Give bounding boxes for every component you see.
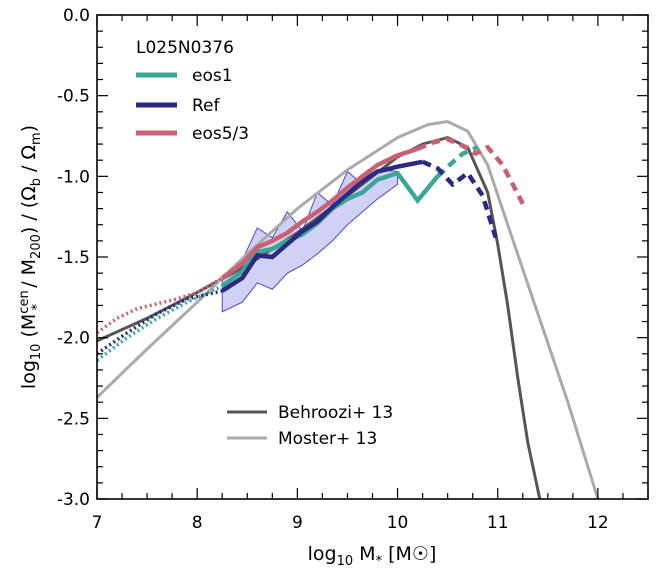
y-tick-label: -3.0 (57, 490, 90, 510)
series-moster-13 (97, 119, 600, 499)
legend-label-moster: Moster+ 13 (278, 429, 377, 449)
legend-label-eos53: eos5/3 (192, 124, 249, 144)
legend-label-ref: Ref (192, 96, 221, 116)
legend-top: L025N0376 eos1 Ref eos5/3 (136, 38, 249, 144)
y-tick-label: -1.5 (57, 248, 90, 268)
x-tick-label: 7 (92, 513, 103, 533)
series-ref-dashed (421, 159, 498, 239)
series-ref (220, 159, 424, 293)
axis-ticks: 7 8 9 10 11 12 0.0 -0.5 -1.0 -1.5 -2.0 -2.5 -3.0 (57, 6, 649, 533)
series-eos5-3 (220, 146, 419, 280)
y-tick-label: -1.0 (57, 167, 90, 187)
x-tick-label: 10 (387, 513, 409, 533)
y-tick-label: 0.0 (63, 6, 90, 26)
x-tick-label: 9 (292, 513, 303, 533)
y-tick-label: -2.5 (57, 409, 90, 429)
x-axis-title: log10 M* [M☉] (308, 543, 437, 569)
series-eos5-3-dashed (416, 136, 525, 205)
legend-label-behroozi: Behroozi+ 13 (278, 403, 393, 423)
x-tick-label: 11 (487, 513, 509, 533)
y-tick-label: -0.5 (57, 87, 90, 107)
series-ref-extrapolated (97, 289, 223, 356)
series-eos1-dashed (436, 145, 479, 178)
x-tick-label: 12 (587, 513, 609, 533)
legend-label-eos1: eos1 (192, 66, 233, 86)
plot-area (97, 119, 600, 499)
y-axis-title: log10 (Mcen* / M200) / (Ωb / Ωm) (17, 125, 45, 389)
y-tick-label: -2.0 (57, 329, 90, 349)
series-eos1-extrapolated (97, 284, 223, 362)
legend-top-title: L025N0376 (136, 38, 234, 58)
ref-scatter-band (221, 169, 399, 313)
legend-bottom: Behroozi+ 13 Moster+ 13 (227, 403, 393, 449)
plot-frame (96, 14, 649, 500)
series-eos5-3-extrapolated (97, 276, 224, 335)
x-tick-label: 8 (192, 513, 203, 533)
